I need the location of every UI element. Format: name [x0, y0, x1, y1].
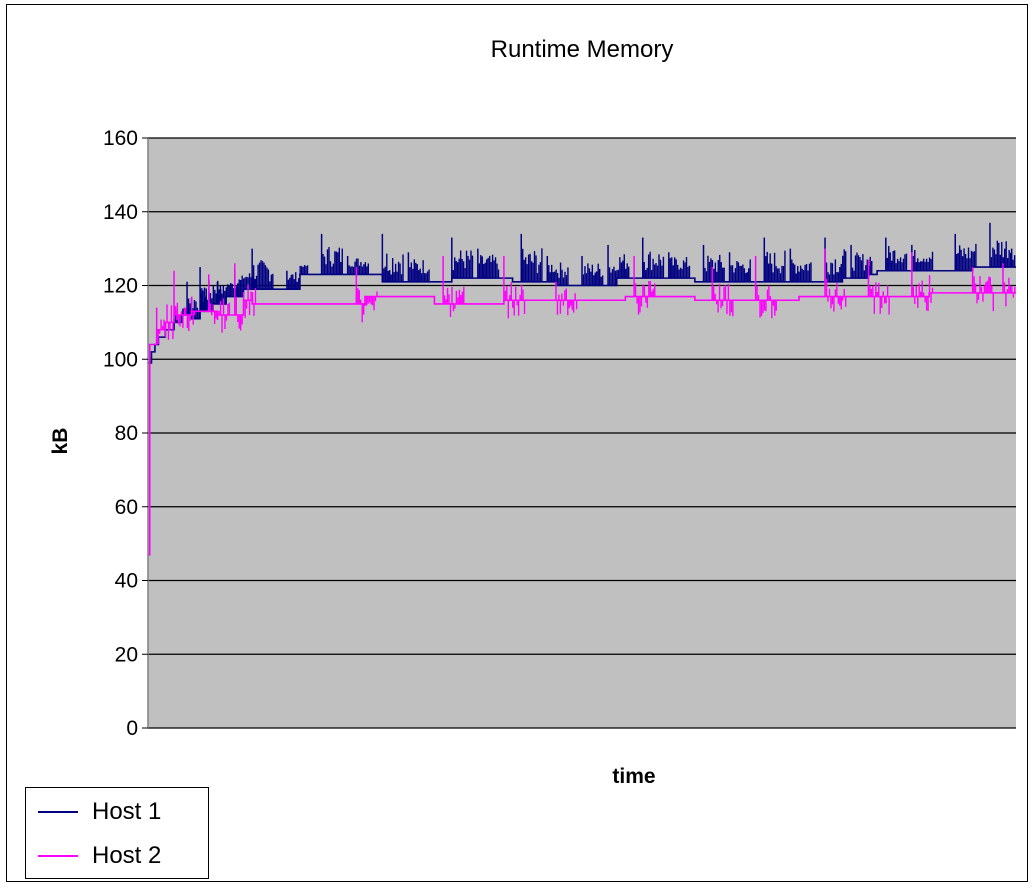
spike-cluster [867, 259, 890, 315]
spike-cluster [581, 256, 604, 286]
spike-cluster [954, 233, 977, 271]
spike-cluster [155, 302, 179, 345]
spike-cluster [824, 248, 847, 312]
spike-cluster [789, 248, 812, 282]
spike-cluster [555, 281, 578, 316]
spike-cluster [520, 233, 543, 282]
spike-cluster [989, 222, 1012, 268]
spike-cluster [286, 265, 309, 290]
chart-frame: 0 20 40 60 80 100 120 140 160 Runtime Memory tim… [6, 4, 1028, 882]
gridlines [148, 137, 1016, 729]
spike-cluster [607, 244, 630, 286]
spike-cluster [442, 256, 465, 317]
spike-cluster [320, 233, 343, 275]
legend-item-host-1: Host 1 [26, 792, 161, 832]
spike-cluster [173, 270, 196, 332]
spike-cluster [546, 256, 569, 286]
legend-label-host-2: Host 2 [92, 842, 162, 869]
series-line-0 [148, 266, 1016, 364]
y-tick-label-160: 160 [103, 127, 138, 150]
y-axis-label: kB [49, 428, 72, 455]
spike-cluster [234, 263, 257, 331]
spike-cluster [346, 256, 369, 275]
spike-cluster [381, 233, 404, 282]
spike-cluster [728, 252, 751, 282]
spike-cluster [355, 267, 378, 323]
series-host-1 [148, 222, 1016, 364]
spike-cluster [477, 248, 500, 279]
spike-cluster [251, 248, 274, 290]
legend-swatch-host-2 [38, 855, 78, 857]
spike-cluster [668, 252, 691, 279]
y-tick-label-60: 60 [115, 496, 138, 519]
y-tick-label-100: 100 [103, 348, 138, 371]
spike-cluster [911, 244, 934, 271]
spike-cluster [407, 252, 430, 282]
series-host-2 [148, 248, 1016, 556]
spike-cluster [1010, 248, 1016, 268]
spike-cluster [633, 256, 656, 315]
legend-item-host-2: Host 2 [26, 836, 161, 876]
spike-cluster [451, 237, 474, 279]
y-axis-ticks: 0 20 40 60 80 100 120 140 160 [103, 127, 148, 740]
spike-cluster [763, 237, 786, 282]
spike-cluster [850, 244, 873, 279]
spike-cluster [754, 256, 777, 319]
series-layer [148, 222, 1016, 556]
spike-cluster [642, 237, 665, 279]
spike-cluster [885, 237, 908, 271]
spike-cluster [911, 252, 934, 312]
spike-cluster [208, 274, 231, 333]
spike-cluster [711, 267, 734, 317]
y-tick-label-40: 40 [115, 570, 138, 593]
legend-swatch-host-1 [38, 811, 78, 813]
spike-cluster [1002, 263, 1016, 307]
y-tick-label-20: 20 [115, 643, 138, 666]
legend: Host 1 Host 2 [25, 787, 209, 879]
chart-title: Runtime Memory [491, 36, 674, 63]
spike-cluster [503, 256, 526, 319]
y-tick-label-120: 120 [103, 275, 138, 298]
y-tick-label-140: 140 [103, 201, 138, 224]
chart-svg: 0 20 40 60 80 100 120 140 160 Runtime Memory tim… [49, 36, 1016, 788]
y-tick-label-0: 0 [126, 717, 138, 740]
spike-cluster [971, 267, 994, 312]
legend-label-host-1: Host 1 [92, 798, 162, 825]
y-tick-label-80: 80 [115, 422, 138, 445]
x-axis-label: time [612, 765, 655, 788]
